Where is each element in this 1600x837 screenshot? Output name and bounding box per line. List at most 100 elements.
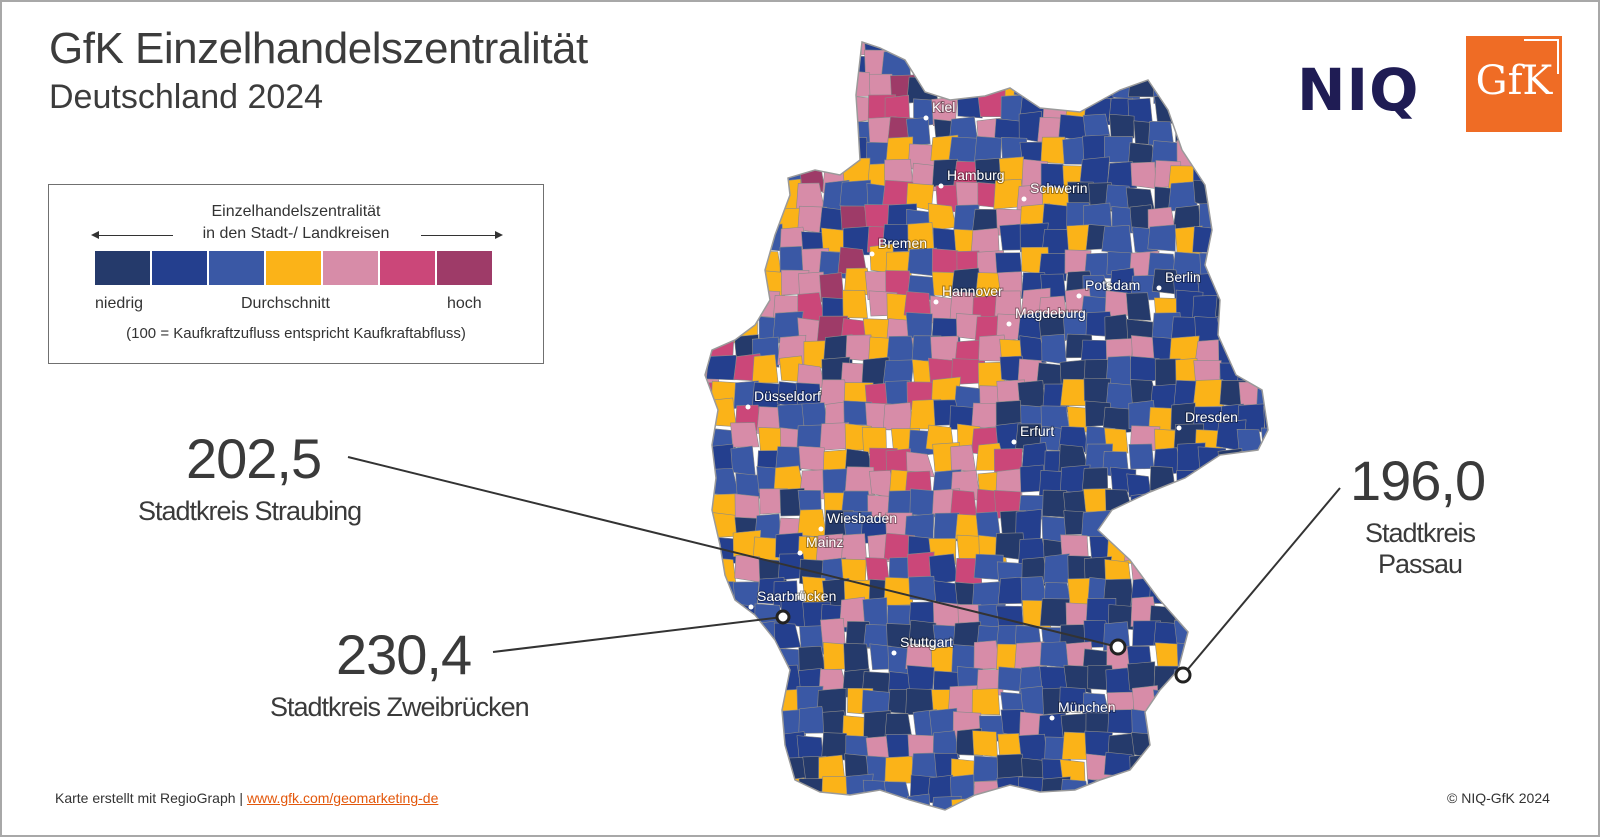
district-region	[705, 802, 720, 810]
legend-title: Einzelhandelszentralität in den Stadt-/ …	[49, 201, 543, 245]
city-dot	[1006, 321, 1012, 327]
district-region	[712, 55, 744, 82]
district-region	[1192, 605, 1222, 633]
district-region	[1146, 54, 1175, 82]
district-region	[1131, 778, 1160, 805]
city-dot	[818, 526, 824, 532]
district-region	[712, 733, 739, 763]
district-region	[730, 445, 756, 477]
district-region	[754, 96, 786, 126]
district-region	[732, 271, 762, 301]
district-region	[1233, 117, 1265, 147]
district-region	[1128, 443, 1155, 470]
district-region	[1176, 711, 1202, 738]
district-region	[732, 202, 764, 229]
district-region	[713, 251, 743, 278]
district-region	[1234, 470, 1266, 496]
district-region	[1147, 513, 1176, 542]
district-region	[776, 799, 805, 810]
district-region	[731, 42, 764, 59]
district-region	[709, 42, 739, 56]
district-region	[1174, 558, 1204, 589]
district-region	[932, 53, 960, 81]
legend-swatch-6	[380, 251, 435, 285]
district-region	[1241, 491, 1268, 520]
district-region	[1193, 576, 1223, 607]
district-region	[1154, 93, 1184, 125]
district-region	[1262, 96, 1268, 125]
district-region	[1216, 645, 1246, 671]
district-region	[1264, 449, 1268, 479]
district-region	[1127, 50, 1156, 79]
district-region	[757, 53, 783, 82]
district-region	[1258, 494, 1268, 520]
legend-swatch-4	[266, 251, 321, 285]
district-region	[711, 666, 740, 696]
district-region	[1065, 53, 1091, 80]
district-region	[705, 42, 716, 59]
district-region	[1016, 42, 1045, 56]
district-region	[1147, 711, 1176, 741]
district-region	[1175, 96, 1204, 128]
district-region	[1240, 623, 1267, 653]
district-region	[755, 223, 784, 252]
district-region	[1177, 493, 1207, 522]
district-region	[862, 800, 889, 810]
district-region	[1239, 252, 1268, 277]
district-region	[802, 42, 829, 58]
district-region	[1241, 689, 1268, 718]
district-region	[1238, 96, 1268, 124]
district-region	[753, 734, 783, 763]
district-region	[1129, 753, 1159, 783]
district-region	[1260, 141, 1268, 171]
germany-outline	[704, 40, 1269, 811]
district-region	[1215, 249, 1246, 278]
district-region	[886, 802, 914, 810]
city-dot	[1156, 285, 1162, 291]
district-region	[1239, 270, 1268, 299]
district-region	[1259, 74, 1268, 101]
district-region	[1148, 552, 1174, 583]
district-region	[1215, 488, 1245, 520]
district-region	[843, 642, 870, 672]
city-dot	[923, 115, 929, 121]
district-region	[1257, 226, 1268, 259]
district-region	[1060, 73, 1088, 100]
district-region	[1239, 449, 1266, 478]
district-region	[705, 425, 716, 454]
district-region	[883, 576, 914, 607]
district-region	[951, 798, 978, 810]
district-region	[705, 95, 716, 124]
district-region	[1218, 207, 1250, 236]
geomarketing-link[interactable]: www.gfk.com/geomarketing-de	[246, 790, 439, 806]
page-title: GfK Einzelhandelszentralität	[49, 24, 588, 73]
zweibruecken-value: 230,4	[336, 623, 472, 686]
city-dot	[1076, 293, 1082, 299]
district-region	[705, 555, 719, 582]
district-region	[1038, 313, 1067, 341]
district-region	[1131, 732, 1160, 760]
district-region	[1257, 670, 1268, 697]
city-label: Kiel	[932, 99, 955, 115]
district-region	[1240, 795, 1268, 810]
district-region	[1263, 357, 1268, 386]
gfk-logo: GfK	[1466, 36, 1562, 132]
district-region	[1258, 467, 1268, 497]
district-region	[1213, 732, 1241, 762]
district-region	[846, 799, 875, 810]
district-region	[819, 422, 850, 451]
district-region	[710, 778, 738, 809]
district-region	[1260, 427, 1268, 455]
district-region	[1170, 796, 1200, 810]
district-region	[705, 294, 711, 326]
legend-note: (100 = Kaufkraftzufluss entspricht Kaufk…	[126, 325, 466, 342]
district-region	[1193, 648, 1223, 677]
district-region	[705, 515, 716, 544]
district-region	[907, 793, 932, 810]
district-region	[794, 71, 822, 98]
district-region	[1197, 471, 1224, 502]
district-region	[1194, 759, 1224, 786]
district-region	[1175, 579, 1205, 610]
district-region	[1265, 113, 1268, 143]
district-region	[1256, 378, 1268, 408]
